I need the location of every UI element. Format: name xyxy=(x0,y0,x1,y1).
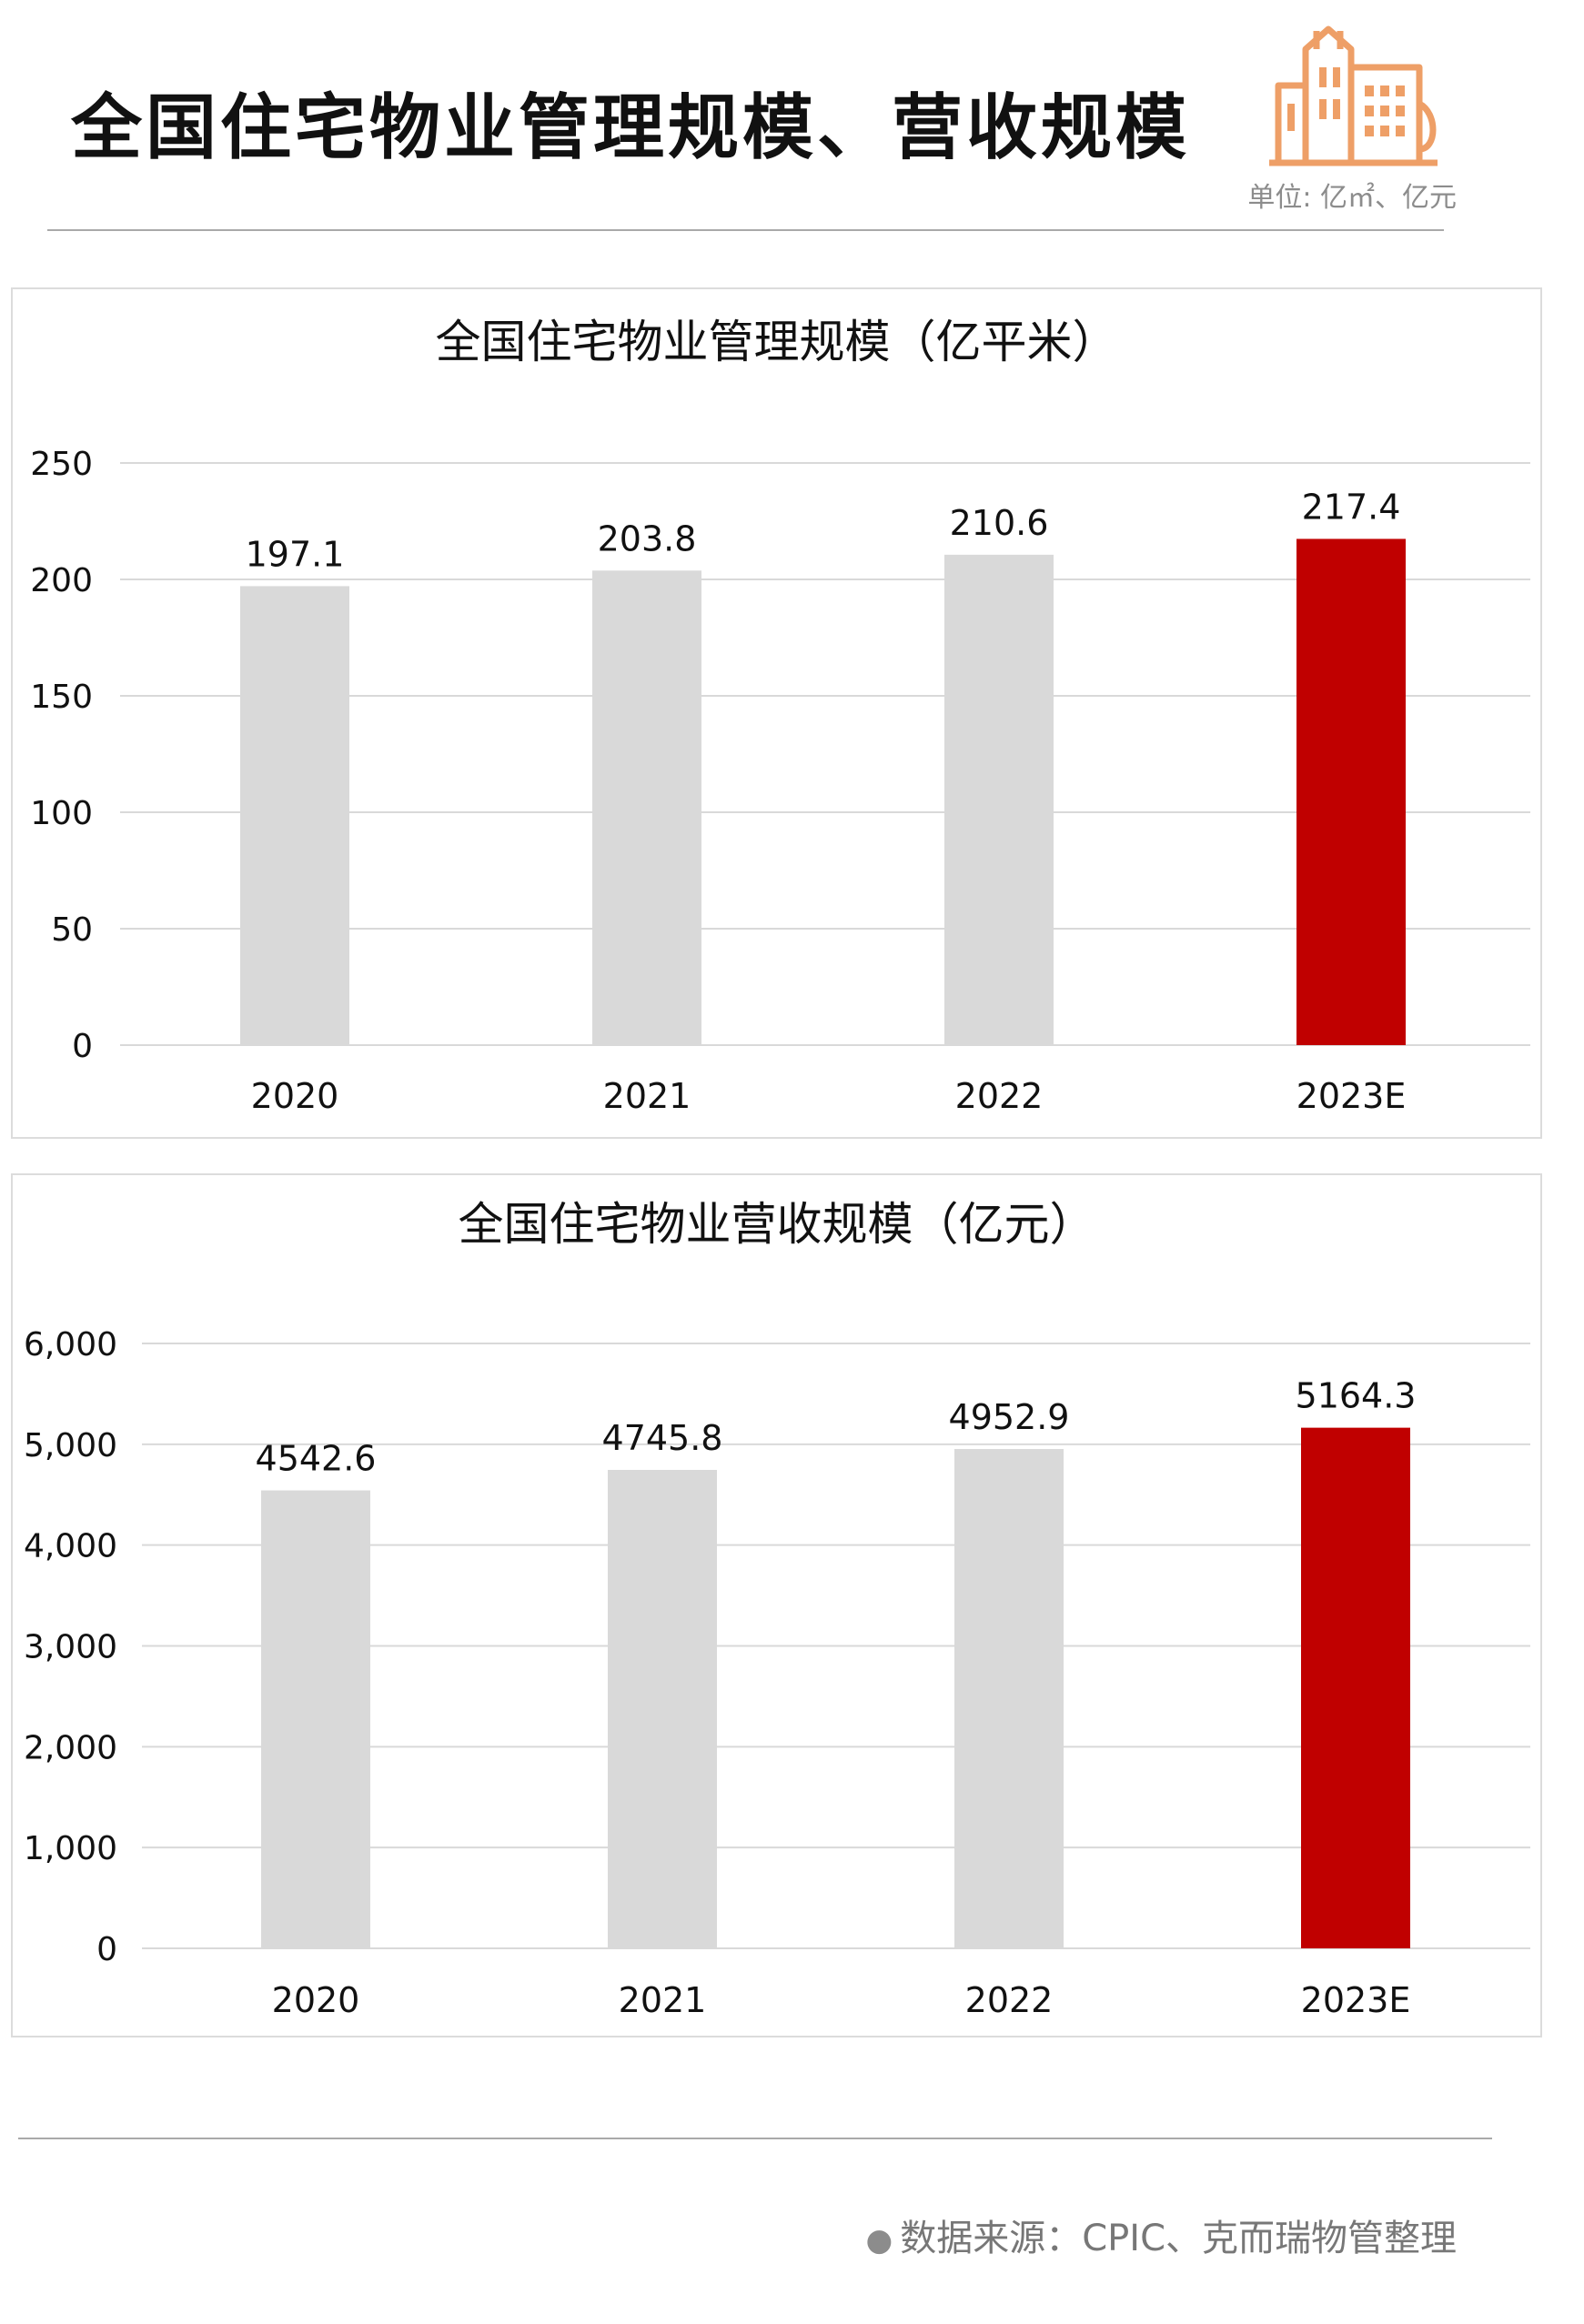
bar xyxy=(954,1449,1064,1948)
bar xyxy=(1301,1427,1410,1948)
data-label: 4542.6 xyxy=(256,1439,377,1479)
data-label: 217.4 xyxy=(1302,487,1401,527)
y-tick-label: 2,000 xyxy=(24,1729,117,1766)
bar xyxy=(608,1470,717,1948)
bar xyxy=(240,586,349,1045)
x-category-label: 2020 xyxy=(272,1980,360,2020)
y-tick-label: 50 xyxy=(51,911,93,949)
chart-panel-revenue-scale: 全国住宅物业营收规模（亿元） 0 1,000 2,000 3,000 4,000 5,00… xyxy=(11,1173,1542,2037)
data-label: 4745.8 xyxy=(602,1418,723,1458)
page-title: 全国住宅物业管理规模、营收规模 xyxy=(71,87,1191,169)
bar xyxy=(261,1490,370,1948)
data-source-text: 数据来源：CPIC、克而瑞物管整理 xyxy=(900,2218,1457,2259)
y-tick-label: 3,000 xyxy=(24,1629,117,1666)
chart-title: 全国住宅物业营收规模（亿元） xyxy=(458,1198,1095,1251)
y-tick-label: 1,000 xyxy=(24,1830,117,1867)
y-tick-label: 0 xyxy=(96,1931,117,1968)
y-tick-label: 6,000 xyxy=(24,1326,117,1363)
buildings-icon xyxy=(1269,25,1438,166)
y-tick-label: 200 xyxy=(30,562,93,599)
y-tick-label: 250 xyxy=(30,446,93,483)
y-tick-label: 5,000 xyxy=(24,1427,117,1464)
data-label: 4952.9 xyxy=(949,1397,1070,1437)
chart-panel-management-scale: 全国住宅物业管理规模（亿平米） 0 50 100 150 200 250 197.1 2020… xyxy=(11,287,1542,1139)
bullet-icon: ● xyxy=(865,2222,893,2259)
x-category-label: 2021 xyxy=(619,1980,707,2020)
x-category-label: 2022 xyxy=(955,1076,1044,1116)
bar xyxy=(1296,538,1406,1045)
header-divider xyxy=(47,229,1444,231)
y-tick-label: 4,000 xyxy=(24,1528,117,1565)
x-category-label: 2021 xyxy=(603,1076,691,1116)
data-source: ● 数据来源：CPIC、克而瑞物管整理 xyxy=(866,2208,1457,2261)
y-tick-label: 100 xyxy=(30,795,93,832)
chart-revenue-scale: 0 1,000 2,000 3,000 4,000 5,000 6,000 4542.6 202… xyxy=(24,1326,1530,2020)
data-label: 5164.3 xyxy=(1296,1376,1417,1416)
bar xyxy=(944,554,1054,1045)
chart-management-scale: 0 50 100 150 200 250 197.1 2020 203.8 2021 210.6 20… xyxy=(30,446,1530,1116)
data-label: 197.1 xyxy=(246,534,345,574)
y-tick-label: 0 xyxy=(72,1028,93,1065)
x-category-label: 2023E xyxy=(1301,1980,1411,2020)
x-category-label: 2023E xyxy=(1296,1076,1407,1116)
y-tick-label: 150 xyxy=(30,679,93,716)
chart-title: 全国住宅物业管理规模（亿平米） xyxy=(435,316,1118,368)
x-category-label: 2022 xyxy=(965,1980,1054,2020)
bar xyxy=(592,570,701,1045)
data-label: 210.6 xyxy=(950,503,1049,543)
footer-divider xyxy=(18,2138,1492,2139)
x-category-label: 2020 xyxy=(251,1076,339,1116)
data-label: 203.8 xyxy=(598,518,697,558)
unit-label: 单位: 亿㎡、亿元 xyxy=(1247,182,1457,214)
